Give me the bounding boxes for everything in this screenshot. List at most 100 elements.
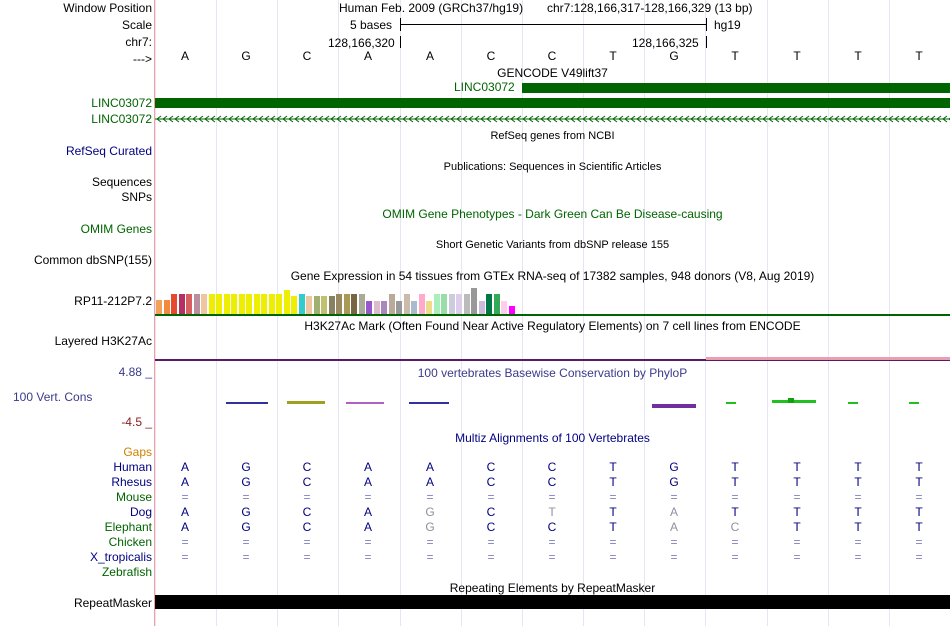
gtex-tissue-bar[interactable] — [366, 301, 372, 314]
gtex-tissue-bar[interactable] — [306, 296, 312, 314]
phylop-title[interactable]: 100 vertebrates Basewise Conservation by… — [417, 366, 688, 380]
gtex-gene-label[interactable]: RP11-212P7.2 — [74, 294, 152, 308]
repeatmasker-label[interactable]: RepeatMasker — [73, 596, 152, 610]
gencode-row2-label[interactable]: LINC03072 — [91, 112, 152, 126]
gtex-tissue-bar[interactable] — [313, 296, 320, 314]
h3k27ac-signal-peak[interactable] — [706, 357, 950, 360]
gtex-tissue-bar[interactable] — [193, 294, 200, 314]
gtex-tissue-bar[interactable] — [478, 301, 485, 314]
gtex-tissue-bar[interactable] — [411, 301, 417, 314]
alignment-base: T — [731, 505, 739, 519]
alignment-base: T — [609, 460, 617, 474]
h3k27ac-label[interactable]: Layered H3K27Ac — [54, 334, 152, 348]
gtex-tissue-bar[interactable] — [456, 294, 462, 314]
phylop-bar — [346, 402, 384, 404]
gencode-transcript-partial[interactable] — [522, 83, 950, 93]
gtex-tissue-bar[interactable] — [426, 301, 432, 314]
gtex-tissue-bar[interactable] — [268, 294, 275, 314]
alignment-base: = — [242, 535, 250, 549]
phylop-bar — [287, 401, 325, 404]
multiz-title[interactable]: Multiz Alignments of 100 Vertebrates — [455, 431, 650, 445]
gtex-tissue-bar[interactable] — [358, 294, 365, 314]
pos-right-tick — [706, 36, 707, 48]
h3k27ac-title[interactable]: H3K27Ac Mark (Often Found Near Active Re… — [304, 319, 801, 333]
gtex-tissue-bar[interactable] — [238, 294, 245, 314]
gaps-label[interactable]: Gaps — [123, 445, 152, 459]
gtex-tissue-bar[interactable] — [351, 294, 357, 314]
omim-title[interactable]: OMIM Gene Phenotypes - Dark Green Can Be… — [382, 207, 723, 221]
gtex-tissue-bar[interactable] — [208, 294, 215, 314]
species-label[interactable]: Human — [113, 460, 152, 474]
gtex-tissue-bar[interactable] — [178, 294, 185, 314]
gtex-tissue-bar[interactable] — [403, 294, 410, 314]
h3k27ac-signal[interactable] — [155, 359, 950, 361]
gtex-tissue-bar[interactable] — [471, 288, 477, 314]
alignment-base: A — [363, 475, 372, 489]
gtex-bar-chart[interactable] — [156, 284, 556, 314]
gencode-gene-label[interactable]: LINC03072 — [454, 80, 515, 94]
gtex-tissue-bar[interactable] — [283, 290, 290, 314]
publications-title[interactable]: Publications: Sequences in Scientific Ar… — [443, 161, 662, 173]
species-label[interactable]: Mouse — [115, 490, 152, 504]
gtex-tissue-bar[interactable] — [388, 294, 395, 314]
gtex-tissue-bar[interactable] — [246, 294, 252, 314]
dbsnp-title[interactable]: Short Genetic Variants from dbSNP releas… — [435, 239, 670, 251]
species-label[interactable]: Chicken — [108, 535, 152, 549]
gtex-tissue-bar[interactable] — [343, 294, 350, 314]
gtex-tissue-bar[interactable] — [501, 301, 507, 314]
gtex-tissue-bar[interactable] — [486, 294, 492, 314]
species-label[interactable]: Dog — [129, 505, 152, 519]
dbsnp-label[interactable]: Common dbSNP(155) — [33, 253, 152, 267]
gtex-tissue-bar[interactable] — [321, 296, 327, 314]
grid-line — [889, 0, 890, 626]
gtex-tissue-bar[interactable] — [276, 294, 282, 314]
gtex-tissue-bar[interactable] — [253, 294, 260, 314]
gencode-transcript-2[interactable] — [155, 113, 950, 125]
gtex-tissue-bar[interactable] — [156, 300, 162, 314]
gtex-tissue-bar[interactable] — [508, 306, 515, 314]
gtex-tissue-bar[interactable] — [448, 294, 455, 314]
omim-label[interactable]: OMIM Genes — [80, 222, 152, 236]
gtex-tissue-bar[interactable] — [463, 294, 470, 314]
gtex-tissue-bar[interactable] — [328, 296, 335, 314]
species-label[interactable]: Rhesus — [111, 475, 152, 489]
gtex-tissue-bar[interactable] — [433, 294, 440, 314]
gencode-transcript-1[interactable] — [155, 98, 950, 108]
gtex-tissue-bar[interactable] — [186, 294, 192, 314]
gtex-tissue-bar[interactable] — [261, 294, 267, 314]
sequences-label[interactable]: Sequences — [91, 175, 152, 189]
gtex-tissue-bar[interactable] — [441, 294, 447, 314]
gtex-tissue-bar[interactable] — [216, 294, 222, 314]
snps-label[interactable]: SNPs — [121, 190, 152, 204]
refseq-title[interactable]: RefSeq genes from NCBI — [490, 130, 615, 142]
gtex-tissue-bar[interactable] — [298, 294, 305, 314]
phylop-bar — [909, 402, 919, 404]
species-label[interactable]: Elephant — [104, 520, 152, 534]
gtex-tissue-bar[interactable] — [418, 294, 425, 314]
gtex-tissue-bar[interactable] — [373, 301, 380, 314]
alignment-base: = — [915, 490, 923, 504]
gtex-tissue-bar[interactable] — [171, 294, 177, 314]
grid-line — [767, 0, 768, 626]
repeatmasker-title[interactable]: Repeating Elements by RepeatMasker — [449, 581, 656, 595]
species-label[interactable]: X_tropicalis — [89, 550, 152, 564]
gtex-tissue-bar[interactable] — [396, 301, 402, 314]
scale-label: Scale — [121, 18, 152, 32]
gtex-tissue-bar[interactable] — [231, 294, 237, 314]
gtex-tissue-bar[interactable] — [291, 296, 297, 314]
species-label[interactable]: Zebrafish — [101, 565, 152, 579]
alignment-base: = — [426, 535, 434, 549]
repeatmasker-element[interactable] — [155, 595, 950, 609]
gtex-tissue-bar[interactable] — [223, 294, 230, 314]
gtex-tissue-bar[interactable] — [163, 300, 170, 314]
refseq-label[interactable]: RefSeq Curated — [65, 144, 152, 158]
phylop-label[interactable]: 100 Vert. Cons — [13, 390, 93, 404]
gtex-tissue-bar[interactable] — [381, 301, 387, 314]
gtex-title[interactable]: Gene Expression in 54 tissues from GTEx … — [290, 269, 815, 283]
gtex-tissue-bar[interactable] — [201, 294, 207, 314]
gencode-row1-label[interactable]: LINC03072 — [91, 96, 152, 110]
gtex-tissue-bar[interactable] — [493, 294, 500, 314]
gtex-tissue-bar[interactable] — [336, 294, 342, 314]
gencode-title[interactable]: GENCODE V49lift37 — [497, 66, 608, 80]
alignment-base: C — [302, 460, 312, 474]
